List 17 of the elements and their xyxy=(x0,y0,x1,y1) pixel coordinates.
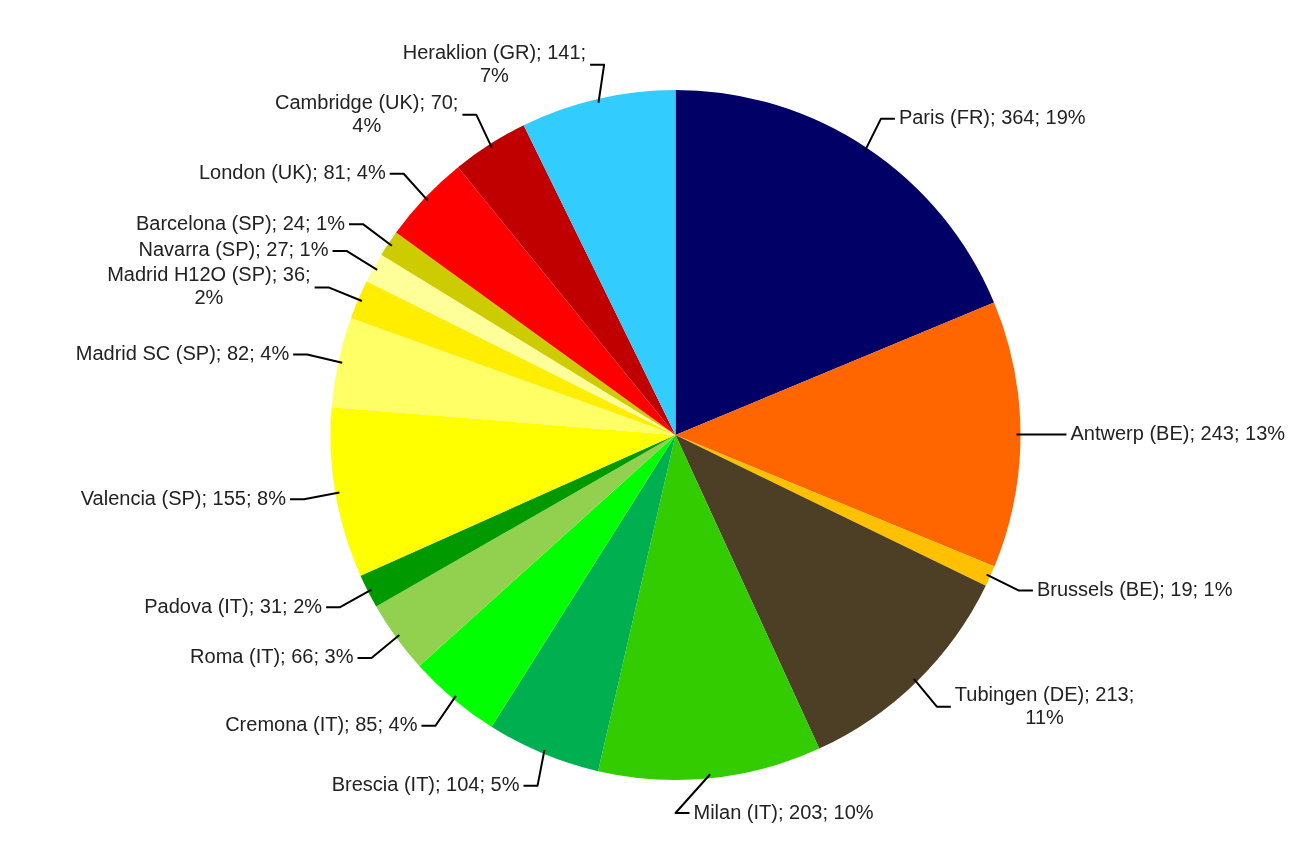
slice-label: Antwerp (BE); 243; 13% xyxy=(1070,421,1286,444)
slice-label: Paris (FR); 364; 19% xyxy=(898,106,1086,129)
slice-label: Roma (IT); 66; 3% xyxy=(190,645,354,668)
slice-label: Brussels (BE); 19; 1% xyxy=(1036,578,1233,601)
slice-label: Brescia (IT); 104; 5% xyxy=(331,773,520,796)
slice-label: Padova (IT); 31; 2% xyxy=(144,594,323,617)
slice-label: Heraklion (GR); 141; 7% xyxy=(402,40,587,86)
slice-label: Madrid SC (SP); 82; 4% xyxy=(75,342,290,365)
slice-label: Madrid H12O (SP); 36; 2% xyxy=(107,263,311,309)
slice-label: Cremona (IT); 85; 4% xyxy=(225,713,418,736)
slice-label: Milan (IT); 203; 10% xyxy=(693,800,874,823)
slice-label: Valencia (SP); 155; 8% xyxy=(80,486,287,509)
slice-label: Barcelona (SP); 24; 1% xyxy=(135,211,346,234)
slice-label: London (UK); 81; 4% xyxy=(198,161,386,184)
slice-label: Tubingen (DE); 213; 11% xyxy=(954,682,1135,728)
slice-label: Navarra (SP); 27; 1% xyxy=(138,238,329,261)
slice-label: Cambridge (UK); 70; 4% xyxy=(275,90,459,136)
